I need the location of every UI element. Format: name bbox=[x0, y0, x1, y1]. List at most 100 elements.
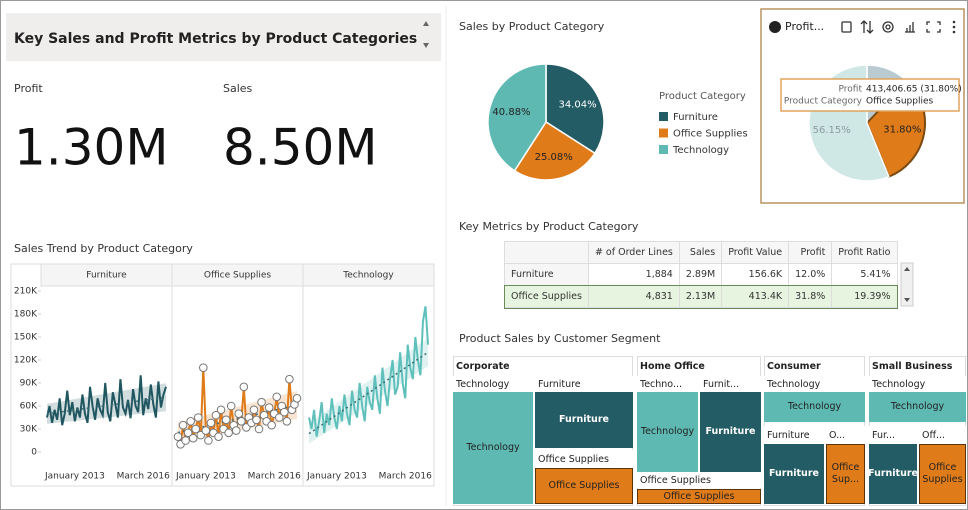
tooltip-value: Office Supplies bbox=[866, 97, 934, 107]
legend-swatch bbox=[659, 128, 668, 138]
data-point bbox=[178, 420, 188, 430]
table-cell: 2.89M bbox=[678, 263, 723, 286]
data-point bbox=[206, 418, 216, 428]
table-title: Key Metrics by Product Category bbox=[459, 220, 639, 233]
trend-line bbox=[308, 351, 429, 435]
panel-header: Office Supplies bbox=[204, 271, 272, 281]
pie-slice bbox=[513, 120, 596, 181]
table-scrollbar[interactable] bbox=[900, 262, 914, 307]
kpi-value: 8.50M bbox=[223, 119, 377, 177]
legend-swatch bbox=[659, 112, 668, 121]
table-cell: 413.4K bbox=[721, 285, 790, 308]
treemap-label: Technology bbox=[453, 376, 533, 392]
data-point bbox=[254, 424, 264, 434]
treemap-label: Office Supplies bbox=[535, 450, 633, 468]
data-point bbox=[280, 407, 289, 417]
trend-frame bbox=[10, 263, 435, 487]
table-row: Office Supplies 4,831 2.13M 413.4K 31.8% 19.3… bbox=[503, 284, 898, 309]
legend-label: Office Supplies bbox=[673, 129, 748, 140]
data-point bbox=[216, 405, 226, 415]
data-point bbox=[221, 415, 231, 425]
data-point bbox=[211, 410, 221, 420]
segment-name: Small Business bbox=[872, 360, 953, 372]
header-title: Key Sales and Profit Metrics by Product … bbox=[14, 31, 417, 47]
treemap-tile: Technology bbox=[764, 392, 865, 422]
data-point bbox=[183, 428, 193, 438]
chart-title: Sales Trend by Product Category bbox=[14, 242, 193, 255]
data-point bbox=[272, 392, 282, 402]
legend-label: Technology bbox=[672, 145, 729, 156]
series-line bbox=[308, 306, 429, 437]
data-point bbox=[282, 417, 292, 426]
data-point bbox=[239, 382, 249, 392]
treemap-title: Product Sales by Customer Segment bbox=[459, 332, 661, 345]
header-bar bbox=[6, 13, 441, 61]
data-point bbox=[224, 428, 233, 438]
data-point bbox=[274, 413, 284, 422]
x-tick-label: January 2013 bbox=[306, 472, 367, 482]
column-header: Profit Ratio bbox=[831, 241, 898, 264]
scroll-arrows[interactable] bbox=[904, 267, 910, 302]
treemap-tile: Office Supplies bbox=[919, 444, 966, 504]
table-cell: 19.39% bbox=[831, 285, 898, 308]
column-header: Profit Value bbox=[721, 241, 790, 264]
data-point bbox=[236, 417, 246, 426]
profit-panel bbox=[760, 8, 965, 204]
data-point bbox=[188, 433, 198, 443]
x-tick-label: March 2016 bbox=[248, 472, 301, 482]
legend-label: Furniture bbox=[673, 112, 718, 123]
treemap-label: Furniture bbox=[535, 376, 633, 392]
column-header: Profit bbox=[788, 241, 833, 264]
table-row: Furniture 1,884 2.89M 156.6K 12.0% 5.41% bbox=[504, 263, 898, 286]
segment-name: Home Office bbox=[640, 360, 705, 372]
table-cell: Office Supplies bbox=[504, 285, 589, 308]
table-cell: 1,884 bbox=[587, 263, 680, 286]
y-tick-label: 180K bbox=[14, 310, 38, 320]
data-point bbox=[231, 426, 241, 435]
table-cell: 156.6K bbox=[721, 263, 790, 286]
data-point bbox=[234, 409, 244, 418]
table-cell: 2.13M bbox=[678, 285, 723, 308]
x-tick-label: January 2013 bbox=[175, 472, 236, 482]
trend-line bbox=[46, 396, 167, 415]
treemap-tile: Furniture bbox=[535, 392, 633, 448]
segment-name: Consumer bbox=[767, 360, 821, 372]
data-point bbox=[186, 417, 195, 426]
y-tick-label: 210K bbox=[14, 287, 38, 297]
slice-label: 56.15% bbox=[813, 125, 851, 136]
segment-name: Corporate bbox=[456, 360, 510, 372]
column-header: Sales bbox=[678, 241, 723, 264]
kpi-label: Profit bbox=[14, 82, 43, 95]
treemap-label: Fur... bbox=[869, 426, 917, 444]
data-point bbox=[264, 403, 274, 412]
toolbar[interactable] bbox=[841, 20, 941, 34]
menu-dots[interactable] bbox=[952, 20, 956, 34]
kpi-label: Sales bbox=[223, 82, 253, 95]
data-point bbox=[267, 420, 276, 430]
data-point bbox=[257, 397, 266, 407]
y-tick-label: 150K bbox=[14, 333, 38, 343]
y-tick-label: 60K bbox=[20, 402, 38, 412]
panel-header-row bbox=[40, 263, 435, 287]
x-tick-label: March 2016 bbox=[379, 472, 432, 482]
data-point bbox=[252, 415, 261, 425]
data-point bbox=[191, 424, 201, 434]
legend-title: Product Category bbox=[659, 91, 746, 102]
treemap-tile: Technology bbox=[869, 392, 966, 422]
slice-label: 34.04% bbox=[558, 100, 596, 111]
tooltip-value: 413,406.65 (31.80%) bbox=[866, 85, 962, 95]
column-header: # of Order Lines bbox=[587, 241, 680, 264]
treemap-label: Furniture bbox=[764, 426, 824, 444]
tooltip-key: Product Category bbox=[784, 97, 863, 107]
data-point bbox=[181, 436, 190, 445]
y-tick-label: 90K bbox=[20, 379, 38, 389]
data-point bbox=[204, 436, 213, 445]
data-point bbox=[249, 405, 259, 415]
table-cell: 4,831 bbox=[587, 285, 680, 308]
x-tick-label: January 2013 bbox=[44, 472, 105, 482]
panel-header: Technology bbox=[342, 271, 394, 281]
treemap-label: Furnit... bbox=[700, 376, 761, 392]
slice-label: 40.88% bbox=[492, 107, 530, 118]
treemap-tile: Office Sup... bbox=[826, 444, 865, 504]
